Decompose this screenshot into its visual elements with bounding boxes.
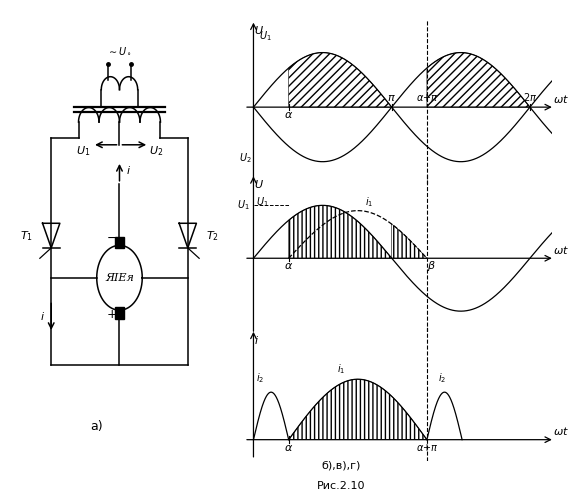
Text: $U_1$: $U_1$ (237, 198, 250, 212)
Text: $U$: $U$ (254, 178, 264, 190)
Text: $U_1$: $U_1$ (259, 29, 271, 43)
Text: $\beta$: $\beta$ (427, 259, 436, 273)
Text: $T_1$: $T_1$ (20, 229, 33, 243)
Text: $\pi$: $\pi$ (387, 93, 396, 103)
Text: $U_1$: $U_1$ (76, 144, 90, 158)
Text: б),в),г): б),в),г) (321, 461, 361, 471)
Text: а): а) (90, 420, 103, 433)
Text: $2\pi$: $2\pi$ (523, 91, 537, 103)
Text: $\alpha{+}\pi$: $\alpha{+}\pi$ (415, 92, 438, 103)
Text: $\omega t$: $\omega t$ (553, 426, 569, 437)
Text: $i_1$: $i_1$ (337, 362, 345, 376)
Text: $i$: $i$ (126, 164, 131, 176)
Text: $\alpha{+}\pi$: $\alpha{+}\pi$ (415, 442, 438, 453)
Text: $i$: $i$ (40, 310, 45, 322)
Text: $\sim U_{\circ}$: $\sim U_{\circ}$ (108, 45, 131, 57)
Text: $U_1$: $U_1$ (255, 195, 269, 209)
Text: $i$: $i$ (254, 334, 259, 346)
Text: $T_2$: $T_2$ (206, 229, 219, 243)
Text: $i_2$: $i_2$ (255, 371, 264, 385)
Bar (116, 237, 123, 248)
Text: $\alpha$: $\alpha$ (284, 110, 293, 120)
Text: $i_2$: $i_2$ (438, 371, 446, 385)
Text: ЯIEя: ЯIEя (105, 273, 134, 283)
Bar (116, 308, 123, 319)
Text: $\omega t$: $\omega t$ (553, 93, 569, 105)
Text: $U_2$: $U_2$ (149, 144, 163, 158)
Text: $+$: $+$ (106, 309, 117, 321)
Text: Рис.2.10: Рис.2.10 (317, 481, 366, 491)
Text: $-$: $-$ (106, 231, 117, 244)
Text: $U_2$: $U_2$ (238, 152, 251, 166)
Text: $\alpha$: $\alpha$ (284, 443, 293, 453)
Text: $i_1$: $i_1$ (365, 195, 373, 209)
Text: $U$: $U$ (254, 24, 264, 36)
Text: $\alpha$: $\alpha$ (284, 261, 293, 271)
Text: $\omega t$: $\omega t$ (553, 244, 569, 256)
